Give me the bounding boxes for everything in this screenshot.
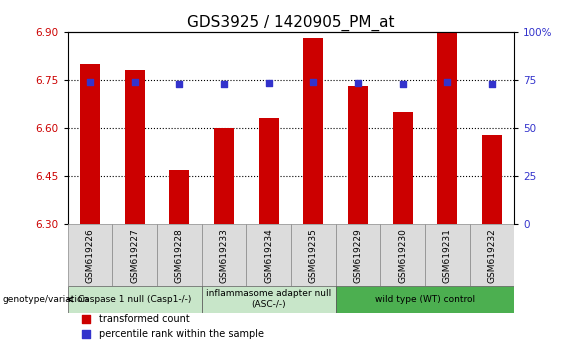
Bar [470,224,514,286]
Bar [259,119,279,224]
Bar [437,32,457,224]
Bar [336,224,380,286]
Point [443,79,452,85]
Point [81,316,90,322]
Bar [482,135,502,224]
Text: Caspase 1 null (Casp1-/-): Caspase 1 null (Casp1-/-) [78,295,192,304]
Bar [80,64,100,224]
Bar [336,286,514,313]
Bar [303,38,323,224]
Bar [202,224,246,286]
Text: GSM619229: GSM619229 [354,228,362,282]
Text: GSM619227: GSM619227 [131,228,139,282]
Point [398,81,407,86]
Text: GSM619235: GSM619235 [309,228,318,282]
Bar [393,112,412,224]
Point [487,81,496,87]
Bar [348,86,368,224]
Bar [68,224,112,286]
Bar [214,128,234,224]
Text: inflammasome adapter null
(ASC-/-): inflammasome adapter null (ASC-/-) [206,289,331,309]
Bar [291,224,336,286]
Text: GSM619233: GSM619233 [220,228,228,282]
Text: genotype/variation: genotype/variation [3,295,89,304]
Point [308,79,318,84]
Text: transformed count: transformed count [99,314,190,324]
Point [130,79,139,85]
Bar [125,70,145,224]
Point [264,80,273,86]
Bar [170,170,189,224]
Text: GSM619226: GSM619226 [86,228,94,282]
Bar [68,286,202,313]
Bar [380,224,425,286]
Point [81,331,90,337]
Bar [425,224,470,286]
Text: wild type (WT) control: wild type (WT) control [375,295,475,304]
Text: percentile rank within the sample: percentile rank within the sample [99,329,264,339]
Bar [112,224,157,286]
Title: GDS3925 / 1420905_PM_at: GDS3925 / 1420905_PM_at [187,14,395,30]
Text: GSM619231: GSM619231 [443,228,451,282]
Text: GSM619234: GSM619234 [264,228,273,282]
Bar [157,224,202,286]
Text: GSM619228: GSM619228 [175,228,184,282]
Point [219,81,228,86]
Point [85,79,94,84]
Point [354,80,363,86]
Text: GSM619230: GSM619230 [398,228,407,282]
Bar [246,224,291,286]
Bar [202,286,336,313]
Point [175,81,184,87]
Text: GSM619232: GSM619232 [488,228,496,282]
